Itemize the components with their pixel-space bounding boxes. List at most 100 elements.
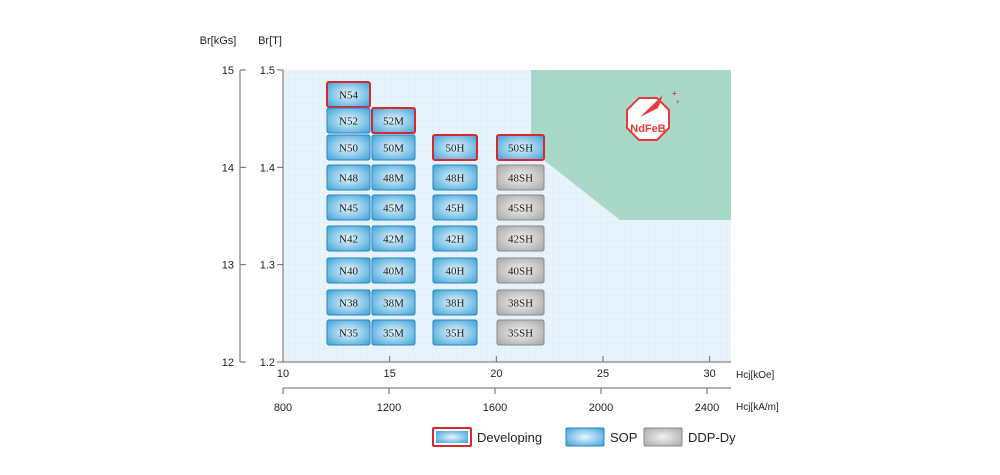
legend-label: DDP-Dy <box>688 430 736 445</box>
grade-box: 48SH <box>496 164 545 191</box>
legend-swatch <box>565 427 605 447</box>
grade-label: 45SH <box>508 203 533 215</box>
y-tick-label-kgs: 14 <box>222 162 234 174</box>
grade-label: 40SH <box>508 266 533 278</box>
grade-box-rect <box>371 107 416 134</box>
grade-label: 50M <box>383 143 404 155</box>
grade-box-rect <box>326 225 371 252</box>
grade-label: N52 <box>339 116 358 128</box>
grade-box: 50M <box>371 134 416 161</box>
grade-label: 38M <box>383 298 404 310</box>
legend-label: SOP <box>610 430 637 445</box>
grade-box: N35 <box>326 319 371 346</box>
grade-box: 42M <box>371 225 416 252</box>
grade-box: 42SH <box>496 225 545 252</box>
grade-box-rect <box>496 289 545 316</box>
grade-box: 40SH <box>496 257 545 284</box>
grade-label: 48M <box>383 173 404 185</box>
x-tick-label-koe: 15 <box>384 368 396 380</box>
axes <box>239 70 731 389</box>
grade-box-rect <box>371 257 416 284</box>
x-tick-label-koe: 10 <box>277 368 289 380</box>
legend-item-developing: Developing <box>432 427 542 447</box>
grade-box-rect <box>496 225 545 252</box>
grade-label: N54 <box>339 90 358 102</box>
grade-box-rect <box>496 257 545 284</box>
grade-label: 42SH <box>508 234 533 246</box>
grade-boxes: N54 N52 N50 N48 N45 N42 N40 N38 N35 52M 50M 48M 45M 4… <box>326 81 545 346</box>
y-tick-label-kgs: 15 <box>222 65 234 77</box>
y-tick-label-t: 1.3 <box>260 260 275 272</box>
grade-box-rect <box>371 289 416 316</box>
sparkle-icon: + <box>676 100 680 106</box>
grade-label: 35M <box>383 328 404 340</box>
grade-label: N48 <box>339 173 358 185</box>
grade-box: N38 <box>326 289 371 316</box>
grade-label: N38 <box>339 298 358 310</box>
grade-box: 35M <box>371 319 416 346</box>
grade-label: N45 <box>339 203 358 215</box>
grade-box: 48H <box>432 164 478 191</box>
grade-box-rect <box>432 134 478 161</box>
legend-swatch <box>643 427 683 447</box>
grade-box-rect <box>432 194 478 221</box>
grade-label: N35 <box>339 328 358 340</box>
grade-box: 45SH <box>496 194 545 221</box>
x-tick-label-koe: 20 <box>490 368 502 380</box>
grade-box: 40M <box>371 257 416 284</box>
legend-swatch-inner <box>436 431 468 443</box>
x-tick-label-kam: 2000 <box>589 402 613 414</box>
y-axis-kgs-label: Br[kGs] <box>200 35 237 47</box>
rocket-icon <box>640 95 663 117</box>
x-tick-label-koe: 25 <box>597 368 609 380</box>
grade-box-rect <box>432 225 478 252</box>
grade-box: N40 <box>326 257 371 284</box>
grade-box-rect <box>326 81 371 108</box>
grade-box: N45 <box>326 194 371 221</box>
grade-label: 50H <box>446 143 465 155</box>
grade-label: 40H <box>446 266 465 278</box>
grade-box: 38M <box>371 289 416 316</box>
y-tick-label-kgs: 12 <box>222 357 234 369</box>
grade-box-rect <box>326 164 371 191</box>
y-tick-label-t: 1.5 <box>260 65 275 77</box>
grade-label: 45H <box>446 203 465 215</box>
grade-label: 38H <box>446 298 465 310</box>
x-axis-kam-label: Hcj[kA/m] <box>736 402 779 413</box>
grade-box: 45H <box>432 194 478 221</box>
grade-label: N40 <box>339 266 358 278</box>
x-tick-label-koe: 30 <box>704 368 716 380</box>
grade-label: 52M <box>383 116 404 128</box>
grade-box: 40H <box>432 257 478 284</box>
grade-box: N50 <box>326 134 371 161</box>
grade-label: 50SH <box>508 143 533 155</box>
grade-box-rect <box>496 319 545 346</box>
grade-label: 48SH <box>508 173 533 185</box>
legend: Developing SOP DDP-Dy <box>432 427 736 447</box>
grade-box-rect <box>326 107 371 134</box>
grade-label: 42M <box>383 234 404 246</box>
grade-label: 35SH <box>508 328 533 340</box>
x-tick-label-kam: 1200 <box>377 402 401 414</box>
grade-box: 38H <box>432 289 478 316</box>
sparkle-icon: + <box>672 89 677 98</box>
grade-box: N54 <box>326 81 371 108</box>
ndfeb-badge-octagon <box>626 97 670 141</box>
grade-box-rect <box>496 194 545 221</box>
grade-box-rect <box>326 289 371 316</box>
legend-item-sop: SOP <box>565 427 637 447</box>
grade-box: 45M <box>371 194 416 221</box>
grade-box-rect <box>371 225 416 252</box>
y-axis-t-label: Br[T] <box>258 35 282 47</box>
grade-box: 35H <box>432 319 478 346</box>
grade-box-rect <box>326 134 371 161</box>
grade-box: 42H <box>432 225 478 252</box>
grade-label: 40M <box>383 266 404 278</box>
grade-box-rect <box>496 134 545 161</box>
y-tick-label-t: 1.4 <box>260 162 275 174</box>
grade-box-rect <box>326 257 371 284</box>
grade-box-rect <box>432 319 478 346</box>
grade-box-rect <box>371 164 416 191</box>
x-ticks: 10 15 20 25 30 800 1200 1600 2000 2400 <box>274 356 719 414</box>
